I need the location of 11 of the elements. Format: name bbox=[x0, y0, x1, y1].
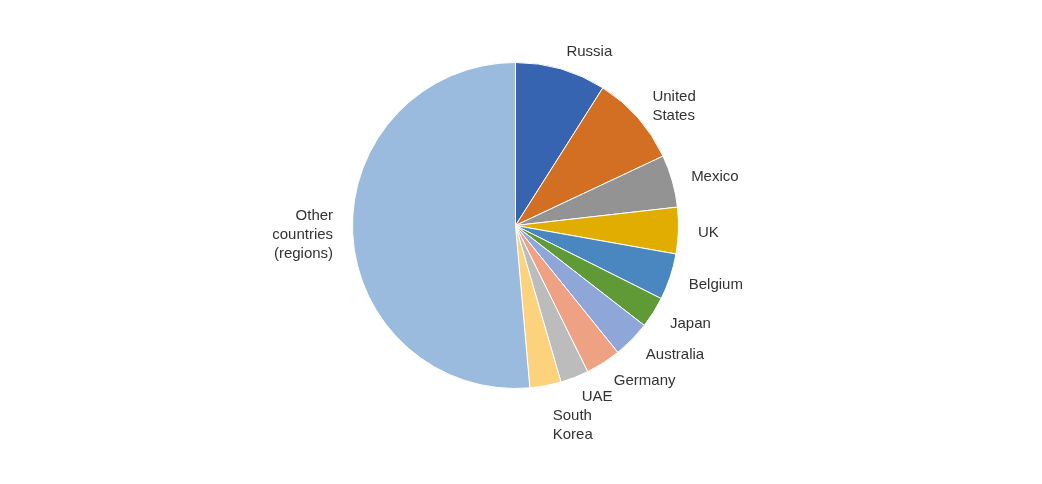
slice-label: Other countries (regions) bbox=[272, 206, 334, 261]
slice-label: South Korea bbox=[552, 406, 594, 443]
slice-label: UAE bbox=[581, 387, 613, 405]
slice-label: Japan bbox=[669, 314, 711, 332]
slice-label: Germany bbox=[613, 370, 676, 388]
slice-label: UK bbox=[697, 222, 719, 240]
slice-label: Belgium bbox=[688, 274, 743, 292]
slice-label: United States bbox=[652, 86, 696, 123]
slice-label: Australia bbox=[645, 344, 705, 362]
slice-label: Russia bbox=[566, 41, 613, 59]
slice-label: Mexico bbox=[691, 167, 739, 185]
